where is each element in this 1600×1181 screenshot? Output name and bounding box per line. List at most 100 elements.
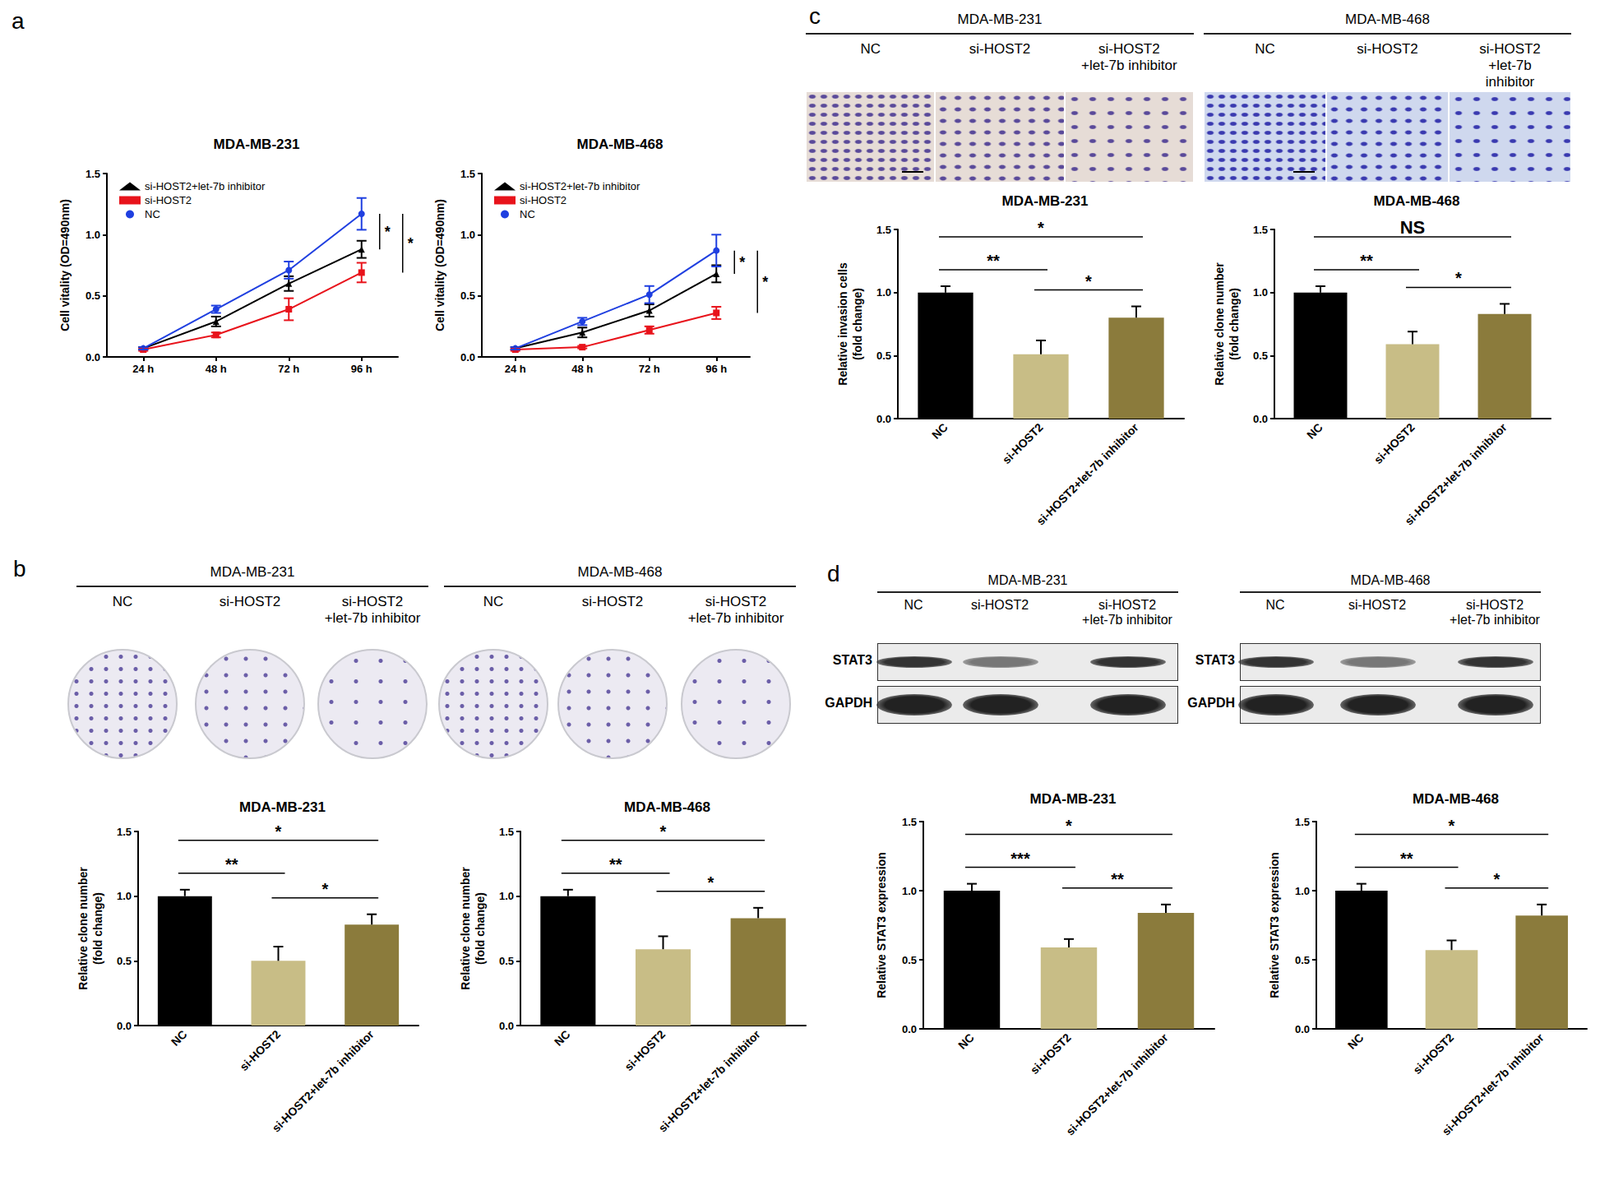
svg-text:0.0: 0.0 bbox=[460, 351, 476, 364]
svg-text:***: *** bbox=[1010, 849, 1031, 868]
svg-text:MDA-MB-468: MDA-MB-468 bbox=[1373, 193, 1461, 209]
svg-text:*: * bbox=[1455, 268, 1462, 287]
svg-text:1.5: 1.5 bbox=[876, 223, 892, 236]
svg-text:0.5: 0.5 bbox=[901, 953, 917, 967]
svg-text:Relative invasion cells: Relative invasion cells bbox=[836, 262, 850, 386]
svg-text:*: * bbox=[707, 873, 714, 892]
svg-text:si-HOST2: si-HOST2 bbox=[1410, 1030, 1457, 1077]
svg-text:MDA-MB-231: MDA-MB-231 bbox=[1002, 193, 1089, 209]
svg-text:0.0: 0.0 bbox=[1294, 1022, 1310, 1036]
svg-text:**: ** bbox=[225, 855, 239, 874]
svg-text:0.0: 0.0 bbox=[901, 1022, 917, 1036]
svg-text:si-HOST2: si-HOST2 bbox=[236, 1026, 283, 1073]
svg-text:1.0: 1.0 bbox=[499, 889, 514, 902]
svg-text:0.5: 0.5 bbox=[876, 349, 892, 362]
svg-text:72 h: 72 h bbox=[277, 362, 300, 375]
svg-text:0.5: 0.5 bbox=[499, 954, 514, 967]
svg-text:Relative STAT3 expression: Relative STAT3 expression bbox=[874, 851, 888, 999]
svg-text:**: ** bbox=[609, 855, 623, 874]
svg-text:96 h: 96 h bbox=[351, 362, 373, 375]
svg-text:si-HOST2+let-7b inhibitor: si-HOST2+let-7b inhibitor bbox=[1063, 1030, 1171, 1138]
svg-text:MDA-MB-468: MDA-MB-468 bbox=[577, 136, 664, 153]
svg-text:*: * bbox=[275, 822, 283, 841]
svg-text:1.5: 1.5 bbox=[460, 167, 476, 181]
svg-text:si-HOST2: si-HOST2 bbox=[1371, 420, 1418, 467]
svg-text:24 h: 24 h bbox=[504, 362, 527, 375]
svg-text:**: ** bbox=[986, 251, 1000, 270]
svg-text:1.0: 1.0 bbox=[901, 884, 917, 898]
svg-text:(fold change): (fold change) bbox=[473, 892, 487, 965]
svg-text:*: * bbox=[1085, 272, 1092, 291]
svg-text:si-HOST2+let-7b inhibitor: si-HOST2+let-7b inhibitor bbox=[144, 180, 266, 193]
svg-text:1.5: 1.5 bbox=[1253, 223, 1268, 236]
svg-text:si-HOST2: si-HOST2 bbox=[999, 420, 1046, 467]
svg-text:NC: NC bbox=[168, 1026, 190, 1049]
svg-text:MDA-MB-231: MDA-MB-231 bbox=[213, 136, 301, 153]
svg-text:1.5: 1.5 bbox=[901, 815, 917, 828]
svg-text:**: ** bbox=[1110, 869, 1124, 888]
svg-text:1.5: 1.5 bbox=[85, 167, 101, 181]
svg-text:0.5: 0.5 bbox=[1253, 349, 1268, 362]
svg-text:*: * bbox=[1037, 218, 1045, 237]
svg-text:(fold change): (fold change) bbox=[850, 287, 865, 361]
svg-text:0.0: 0.0 bbox=[1253, 412, 1268, 426]
svg-text:si-HOST2: si-HOST2 bbox=[621, 1026, 668, 1073]
svg-text:0.0: 0.0 bbox=[85, 351, 101, 364]
svg-text:*: * bbox=[1448, 816, 1456, 835]
svg-text:Relative clone number: Relative clone number bbox=[76, 866, 90, 990]
svg-text:MDA-MB-468: MDA-MB-468 bbox=[624, 799, 711, 815]
svg-text:NS: NS bbox=[1400, 217, 1426, 238]
svg-text:Relative STAT3 expression: Relative STAT3 expression bbox=[1267, 851, 1281, 999]
svg-text:NC: NC bbox=[1345, 1030, 1367, 1052]
svg-text:48 h: 48 h bbox=[205, 362, 227, 375]
svg-text:48 h: 48 h bbox=[571, 362, 593, 375]
svg-text:**: ** bbox=[1400, 849, 1414, 868]
svg-text:*: * bbox=[1065, 816, 1073, 835]
svg-text:MDA-MB-231: MDA-MB-231 bbox=[239, 799, 326, 815]
svg-text:1.0: 1.0 bbox=[116, 889, 132, 902]
svg-text:**: ** bbox=[1359, 251, 1374, 270]
svg-text:Cell vitality (OD=490nm): Cell vitality (OD=490nm) bbox=[58, 198, 72, 332]
svg-text:1.0: 1.0 bbox=[460, 228, 476, 241]
svg-text:Relative clone number: Relative clone number bbox=[1212, 262, 1226, 386]
svg-text:24 h: 24 h bbox=[132, 362, 154, 375]
svg-text:*: * bbox=[739, 254, 745, 271]
svg-text:0.5: 0.5 bbox=[116, 954, 132, 967]
svg-text:Relative clone number: Relative clone number bbox=[458, 866, 472, 990]
svg-text:*: * bbox=[407, 235, 414, 252]
svg-text:si-HOST2+let-7b inhibitor: si-HOST2+let-7b inhibitor bbox=[269, 1026, 378, 1135]
svg-text:si-HOST2+let-7b inhibitor: si-HOST2+let-7b inhibitor bbox=[1401, 420, 1510, 528]
svg-text:1.0: 1.0 bbox=[1294, 884, 1310, 898]
svg-text:0.0: 0.0 bbox=[116, 1019, 132, 1032]
svg-text:Cell vitality (OD=490nm): Cell vitality (OD=490nm) bbox=[433, 198, 447, 332]
svg-text:72 h: 72 h bbox=[638, 362, 661, 375]
svg-text:si-HOST2: si-HOST2 bbox=[519, 194, 567, 207]
svg-text:0.5: 0.5 bbox=[1294, 953, 1310, 967]
svg-text:1.5: 1.5 bbox=[1294, 815, 1310, 828]
svg-text:1.0: 1.0 bbox=[85, 228, 101, 241]
svg-text:*: * bbox=[384, 223, 391, 241]
svg-text:96 h: 96 h bbox=[705, 362, 727, 375]
svg-text:NC: NC bbox=[519, 208, 536, 221]
svg-text:NC: NC bbox=[929, 420, 951, 442]
svg-text:*: * bbox=[1493, 869, 1500, 888]
svg-text:NC: NC bbox=[551, 1026, 574, 1049]
svg-text:*: * bbox=[762, 273, 768, 291]
svg-text:*: * bbox=[321, 879, 329, 898]
svg-text:si-HOST2+let-7b inhibitor: si-HOST2+let-7b inhibitor bbox=[1439, 1030, 1548, 1138]
svg-text:0.0: 0.0 bbox=[499, 1019, 514, 1032]
svg-text:0.5: 0.5 bbox=[460, 289, 476, 302]
svg-text:MDA-MB-468: MDA-MB-468 bbox=[1412, 790, 1499, 807]
svg-text:si-HOST2+let-7b inhibitor: si-HOST2+let-7b inhibitor bbox=[656, 1026, 764, 1135]
svg-text:(fold change): (fold change) bbox=[1227, 287, 1241, 361]
svg-text:1.5: 1.5 bbox=[116, 825, 132, 838]
svg-text:si-HOST2+let-7b inhibitor: si-HOST2+let-7b inhibitor bbox=[519, 180, 641, 193]
svg-text:0.5: 0.5 bbox=[85, 289, 101, 302]
svg-text:NC: NC bbox=[1304, 420, 1326, 442]
svg-text:1.5: 1.5 bbox=[499, 825, 514, 838]
svg-text:1.0: 1.0 bbox=[876, 286, 892, 299]
svg-text:si-HOST2: si-HOST2 bbox=[144, 194, 192, 207]
svg-text:si-HOST2+let-7b inhibitor: si-HOST2+let-7b inhibitor bbox=[1033, 420, 1142, 528]
svg-text:1.0: 1.0 bbox=[1253, 286, 1268, 299]
svg-text:NC: NC bbox=[955, 1030, 977, 1052]
